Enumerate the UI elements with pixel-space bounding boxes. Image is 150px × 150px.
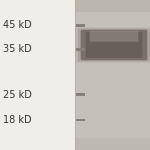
Bar bbox=[76, 119, 85, 121]
Text: 45 kD: 45 kD bbox=[3, 21, 32, 30]
Bar bbox=[76, 24, 85, 27]
Text: 35 kD: 35 kD bbox=[3, 45, 32, 54]
FancyBboxPatch shape bbox=[76, 27, 150, 63]
Text: 18 kD: 18 kD bbox=[3, 115, 32, 125]
Text: 25 kD: 25 kD bbox=[3, 90, 32, 99]
Bar bbox=[75, 0, 150, 12]
FancyBboxPatch shape bbox=[78, 28, 150, 61]
FancyBboxPatch shape bbox=[90, 31, 138, 42]
Bar bbox=[0, 0, 75, 150]
Bar bbox=[75, 0, 150, 150]
FancyBboxPatch shape bbox=[81, 30, 147, 60]
Bar bbox=[76, 48, 85, 51]
Bar bbox=[76, 93, 85, 96]
Bar bbox=[75, 138, 150, 150]
FancyBboxPatch shape bbox=[86, 32, 142, 58]
